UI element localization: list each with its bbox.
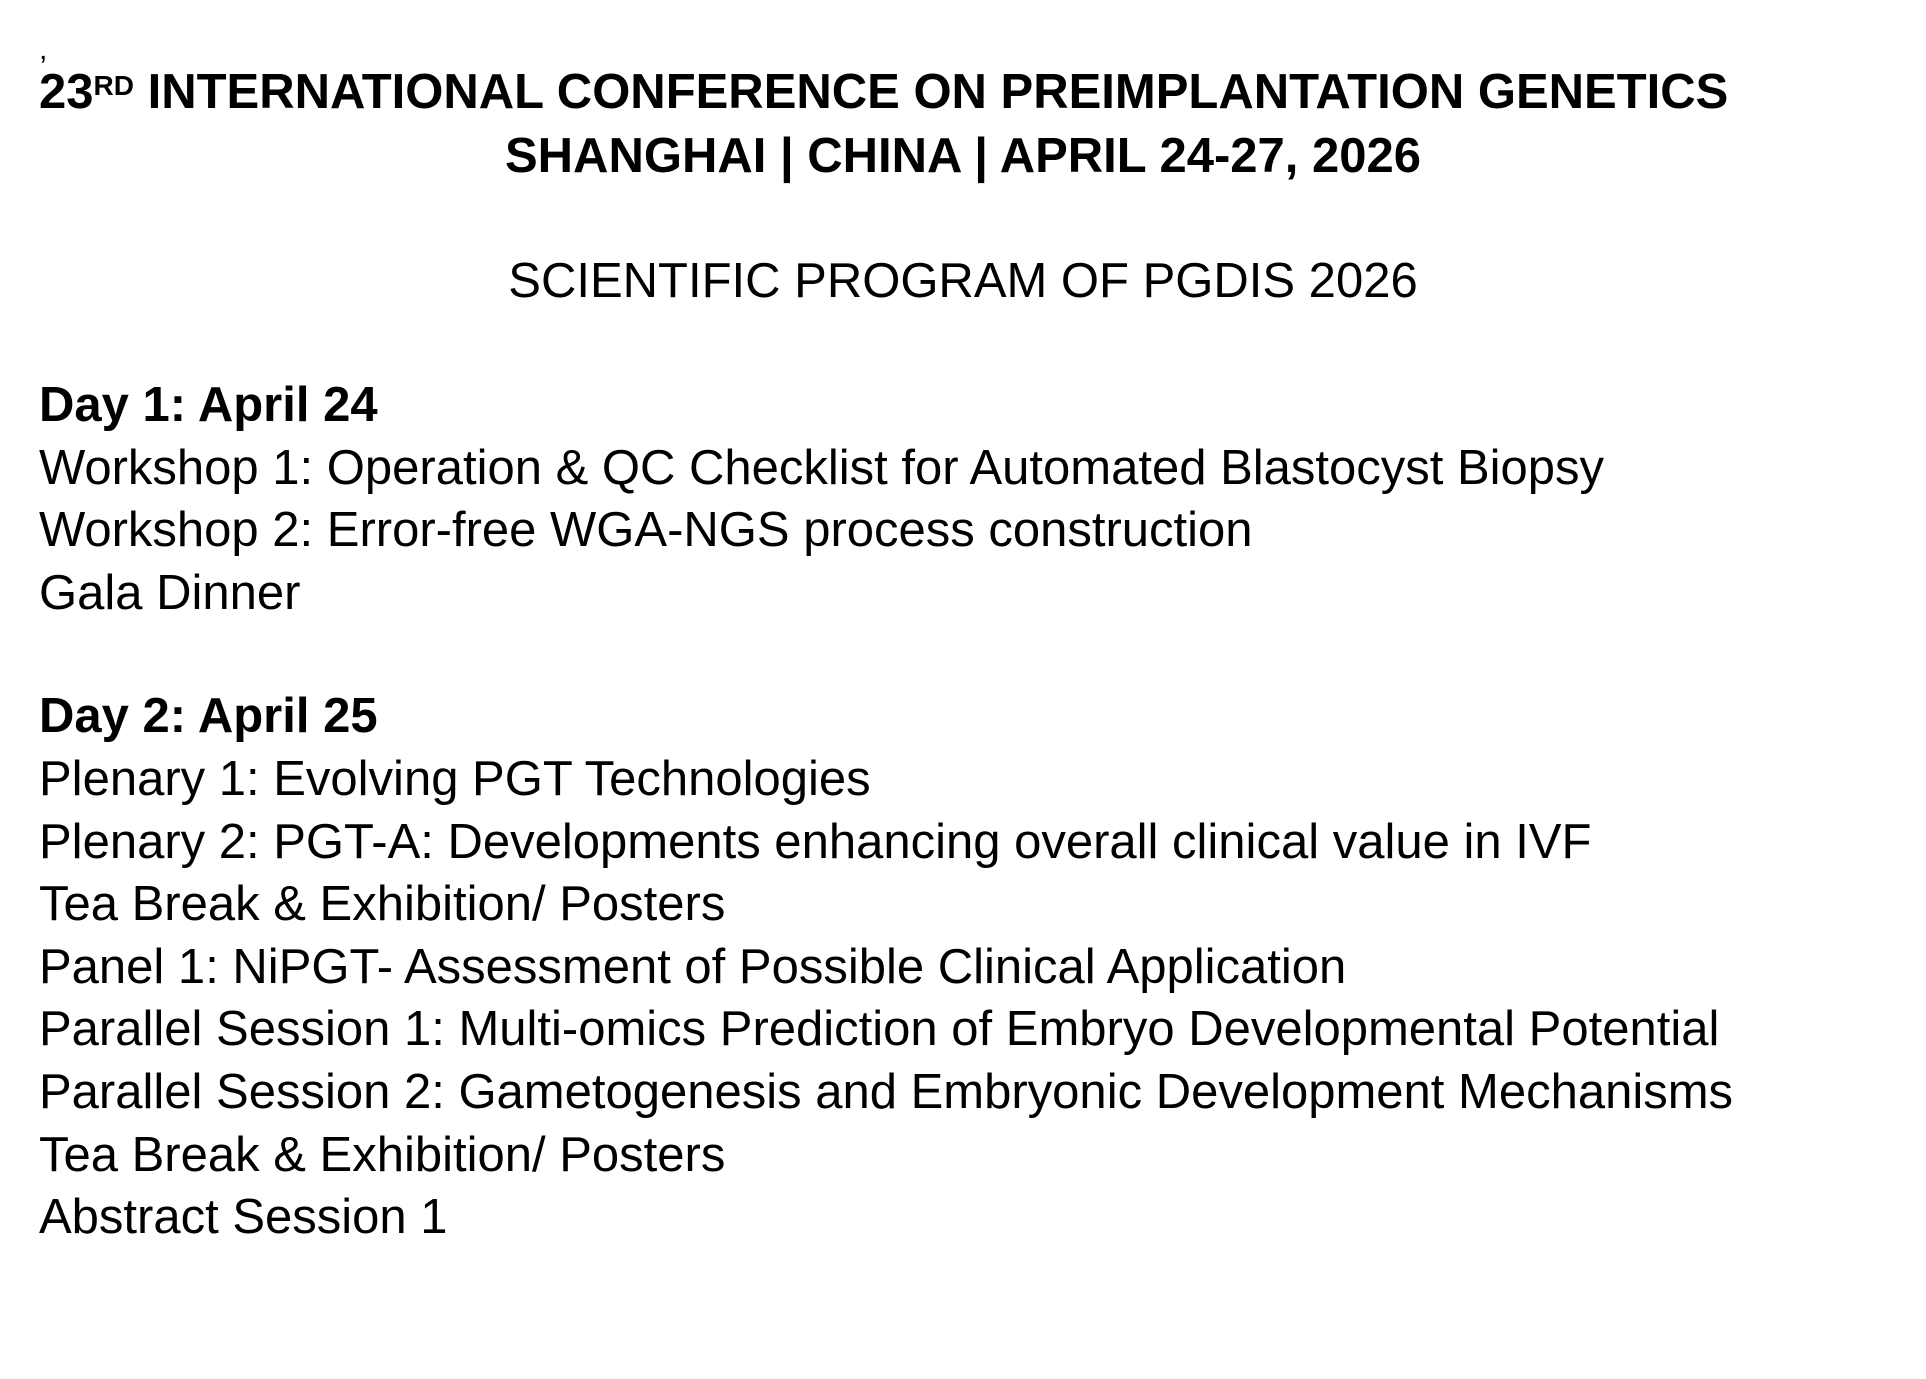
day-1-item: Workshop 1: Operation & QC Checklist for…	[39, 441, 1605, 495]
day-2-item: Parallel Session 2: Gametogenesis and Em…	[39, 1065, 1734, 1119]
day-2-item: Plenary 2: PGT-A: Developments enhancing…	[39, 815, 1592, 869]
conference-subtitle: SHANGHAI | CHINA | APRIL 24-27, 2026	[504, 129, 1422, 183]
title-rest: INTERNATIONAL CONFERENCE ON PREIMPLANTAT…	[133, 65, 1729, 119]
day-2-item: Parallel Session 1: Multi-omics Predicti…	[39, 1002, 1720, 1056]
day-1-heading: Day 1: April 24	[39, 378, 378, 432]
day-1-item: Workshop 2: Error-free WGA-NGS process c…	[39, 503, 1253, 557]
stray-comma: ,	[39, 33, 48, 66]
day-2-item: Abstract Session 1	[39, 1190, 448, 1244]
day-2-item: Tea Break & Exhibition/ Posters	[39, 877, 726, 931]
title-number: 23	[39, 65, 94, 119]
day-2-item: Panel 1: NiPGT- Assessment of Possible C…	[39, 940, 1347, 994]
day-2-heading: Day 2: April 25	[39, 689, 378, 743]
program-title: SCIENTIFIC PROGRAM OF PGDIS 2026	[508, 254, 1418, 308]
day-2-item: Tea Break & Exhibition/ Posters	[39, 1128, 726, 1182]
conference-title: 23RD INTERNATIONAL CONFERENCE ON PREIMPL…	[39, 62, 1728, 122]
title-suffix: RD	[93, 70, 134, 101]
day-2-item: Plenary 1: Evolving PGT Technologies	[39, 752, 871, 806]
day-1-item: Gala Dinner	[39, 566, 301, 620]
